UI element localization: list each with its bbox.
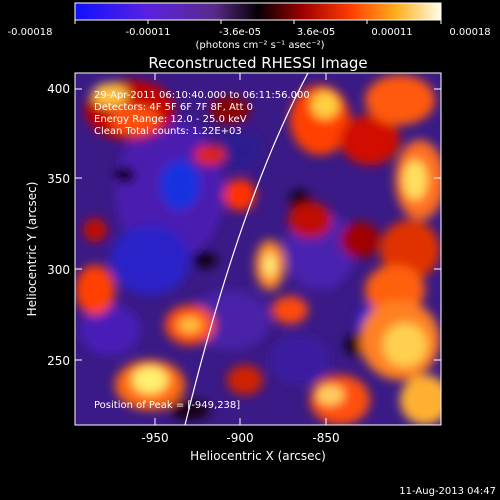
y-tick-label: 350 xyxy=(47,172,70,186)
colorbar-unit-label: (photons cm⁻² s⁻¹ asec⁻²) xyxy=(195,40,324,51)
colorbar-tick-label: 0.00011 xyxy=(371,27,412,38)
x-tick-label: -950 xyxy=(141,431,168,445)
plot-frame xyxy=(74,72,442,426)
y-tick-label: 300 xyxy=(47,263,70,277)
colorbar-tick-label: -3.6e-05 xyxy=(219,27,261,38)
info-clean-counts: Clean Total counts: 1.22E+03 xyxy=(94,126,242,137)
colorbar-tick-label: -0.00011 xyxy=(126,27,171,38)
info-time-range: 29-Apr-2011 06:10:40.000 to 06:11:56.000 xyxy=(94,90,310,101)
info-detectors: Detectors: 4F 5F 6F 7F 8F, Att 0 xyxy=(94,102,253,113)
x-tick-label: -900 xyxy=(226,431,253,445)
colorbar-tick-label: 3.6e-05 xyxy=(297,27,335,38)
colorbar-ticks xyxy=(74,20,442,24)
rhessi-image xyxy=(75,73,441,425)
x-axis-ticks xyxy=(154,73,327,425)
colorbar-tick-label: 0.00018 xyxy=(449,27,490,38)
x-tick-label: -850 xyxy=(312,431,339,445)
y-tick-label: 250 xyxy=(47,354,70,368)
colorbar xyxy=(74,2,442,21)
solar-limb-line xyxy=(184,73,309,425)
info-energy-range: Energy Range: 12.0 - 25.0 keV xyxy=(94,114,247,125)
plot-title: Reconstructed RHESSI Image xyxy=(148,54,367,72)
x-axis-label: Heliocentric X (arcsec) xyxy=(190,449,326,463)
timestamp: 11-Aug-2013 04:47 xyxy=(399,486,496,497)
colorbar-tick-label: -0.00018 xyxy=(8,27,53,38)
y-tick-label: 400 xyxy=(47,82,70,96)
y-axis-ticks xyxy=(75,88,441,361)
peak-position-label: Position of Peak = [-949,238] xyxy=(94,400,240,411)
y-axis-label: Heliocentric Y (arcsec) xyxy=(25,182,39,317)
